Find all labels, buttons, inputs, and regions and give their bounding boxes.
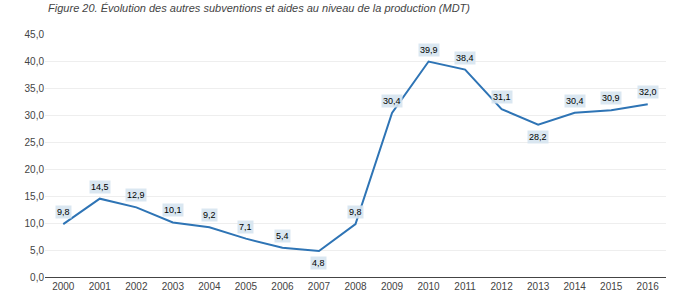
svg-text:2007: 2007 [308, 281, 331, 292]
svg-text:2014: 2014 [564, 281, 587, 292]
svg-text:14,5: 14,5 [91, 182, 109, 192]
svg-text:30,4: 30,4 [383, 96, 401, 106]
svg-text:28,2: 28,2 [529, 132, 547, 142]
svg-text:30,9: 30,9 [602, 93, 620, 103]
svg-text:2013: 2013 [527, 281, 550, 292]
svg-text:2000: 2000 [52, 281, 75, 292]
svg-text:10,0: 10,0 [25, 218, 45, 229]
svg-text:9,8: 9,8 [349, 207, 362, 217]
svg-text:39,9: 39,9 [420, 45, 438, 55]
svg-text:40,0: 40,0 [25, 56, 45, 67]
svg-text:2004: 2004 [198, 281, 221, 292]
svg-text:2016: 2016 [637, 281, 660, 292]
svg-text:2012: 2012 [490, 281, 513, 292]
svg-text:32,0: 32,0 [639, 87, 657, 97]
svg-text:25,0: 25,0 [25, 137, 45, 148]
svg-text:35,0: 35,0 [25, 83, 45, 94]
svg-text:2003: 2003 [162, 281, 185, 292]
svg-text:2008: 2008 [344, 281, 367, 292]
svg-text:31,1: 31,1 [493, 92, 511, 102]
svg-text:2002: 2002 [125, 281, 148, 292]
svg-text:2005: 2005 [235, 281, 258, 292]
svg-text:9,2: 9,2 [203, 210, 216, 220]
svg-text:2009: 2009 [381, 281, 404, 292]
svg-text:20,0: 20,0 [25, 164, 45, 175]
svg-text:7,1: 7,1 [239, 222, 252, 232]
svg-text:5,4: 5,4 [276, 231, 289, 241]
svg-text:2011: 2011 [454, 281, 476, 292]
svg-text:5,0: 5,0 [30, 245, 44, 256]
svg-text:2010: 2010 [417, 281, 440, 292]
svg-text:30,4: 30,4 [566, 96, 584, 106]
svg-text:45,0: 45,0 [25, 29, 45, 40]
svg-text:38,4: 38,4 [456, 53, 474, 63]
svg-text:9,8: 9,8 [57, 207, 70, 217]
svg-text:4,8: 4,8 [312, 258, 325, 268]
svg-text:30,0: 30,0 [25, 110, 45, 121]
svg-text:2006: 2006 [271, 281, 294, 292]
svg-text:2015: 2015 [600, 281, 623, 292]
svg-text:Figure 20. Évolution des autre: Figure 20. Évolution des autres subventi… [48, 2, 470, 14]
svg-text:10,1: 10,1 [164, 205, 182, 215]
svg-text:0,0: 0,0 [30, 272, 44, 283]
svg-text:2001: 2001 [89, 281, 112, 292]
svg-text:12,9: 12,9 [127, 190, 145, 200]
svg-text:15,0: 15,0 [25, 191, 45, 202]
